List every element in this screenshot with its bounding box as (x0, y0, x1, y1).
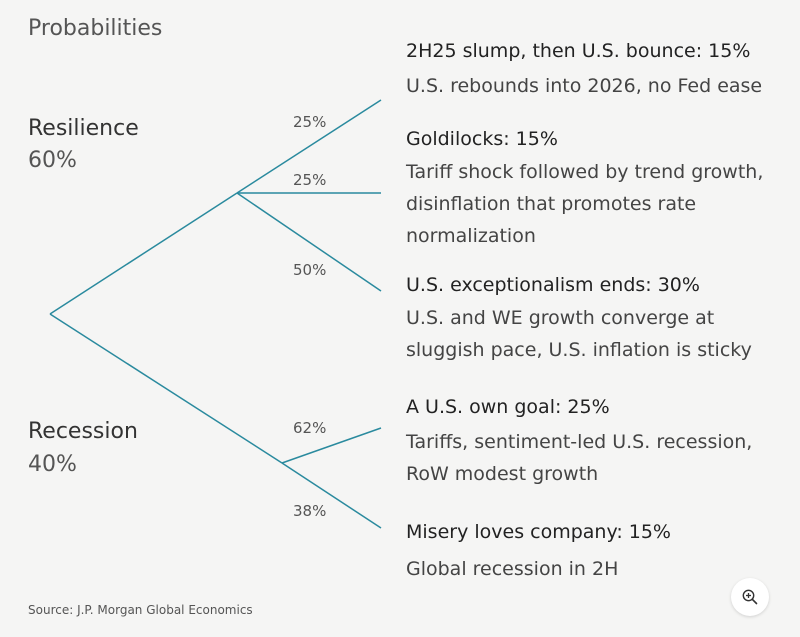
scenario-goldilocks-title: Goldilocks: 15% (406, 128, 558, 150)
scenario-own-goal-title: A U.S. own goal: 25% (406, 396, 610, 418)
edge-label-misery: 38% (293, 502, 327, 520)
scenario-exceptionalism-desc: U.S. and WE growth converge at sluggish … (406, 307, 752, 361)
scenario-goldilocks-desc: Tariff shock followed by trend growth, d… (406, 161, 764, 247)
branch-recession-pct: 40% (28, 452, 77, 477)
edge-root-resilience (49, 192, 238, 315)
edge-resilience-slump (236, 99, 382, 194)
branch-resilience-name: Resilience (28, 116, 139, 141)
chart-title: Probabilities (28, 16, 163, 41)
branch-resilience-pct: 60% (28, 148, 77, 173)
edge-root-recession (49, 313, 283, 464)
scenario-slump-desc: U.S. rebounds into 2026, no Fed ease (406, 75, 763, 97)
source-note: Source: J.P. Morgan Global Economics (28, 603, 253, 617)
branch-recession-name: Recession (28, 419, 138, 444)
edge-label-slump: 25% (293, 113, 327, 131)
scenario-misery-desc: Global recession in 2H (406, 558, 619, 580)
zoom-button[interactable] (731, 578, 769, 616)
edge-recession-misery (281, 462, 382, 529)
edge-label-exceptionalism: 50% (293, 261, 327, 279)
scenario-exceptionalism-title: U.S. exceptionalism ends: 30% (406, 274, 700, 296)
scenario-own-goal-desc: Tariffs, sentiment-led U.S. recession, R… (406, 431, 753, 485)
zoom-in-icon (742, 589, 758, 605)
scenario-misery-title: Misery loves company: 15% (406, 521, 671, 543)
edge-resilience-exceptionalism (236, 192, 382, 292)
edge-label-own-goal: 62% (293, 419, 327, 437)
edge-recession-own-goal (281, 427, 382, 464)
edge-label-goldilocks: 25% (293, 171, 327, 189)
scenario-slump-title: 2H25 slump, then U.S. bounce: 15% (406, 40, 751, 62)
